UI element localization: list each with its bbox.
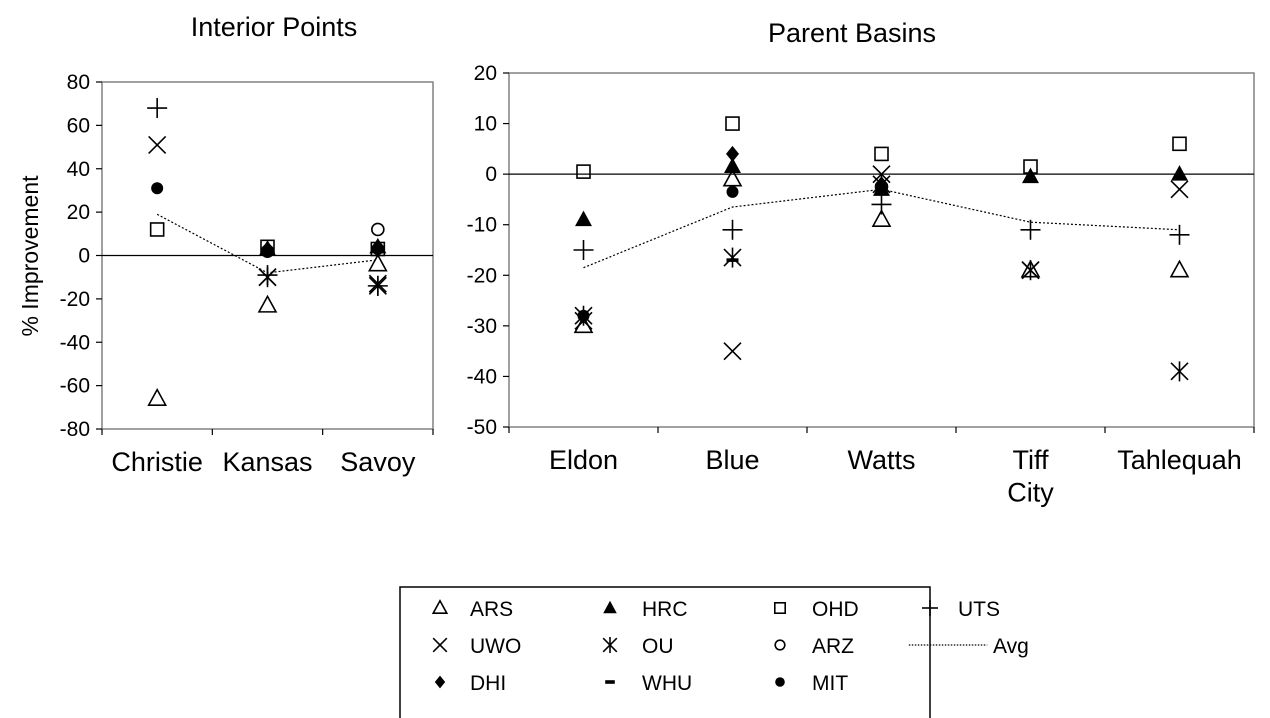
point-hrc-eldon bbox=[575, 210, 592, 227]
point-uwo-tahlequah bbox=[1170, 180, 1189, 199]
point-uts-tahlequah bbox=[1169, 224, 1190, 245]
legend-label-whu: WHU bbox=[642, 672, 692, 695]
point-ohd-watts bbox=[874, 146, 889, 162]
point-uts-christie bbox=[147, 98, 168, 119]
legend-marker-dhi bbox=[434, 675, 446, 689]
legend-label-dhi: DHI bbox=[470, 672, 506, 695]
legend-marker-ohd bbox=[773, 601, 786, 614]
x-category-label-kansas: Kansas bbox=[222, 447, 312, 477]
x-category-label-watts: Watts bbox=[847, 445, 915, 475]
point-mit-eldon bbox=[577, 309, 590, 322]
legend-label-uts: UTS bbox=[958, 598, 1000, 621]
point-ars-christie bbox=[147, 387, 168, 406]
x-category-label-tahlequah: Tahlequah bbox=[1117, 445, 1242, 475]
chart-title-interior-points: Interior Points bbox=[191, 12, 358, 42]
point-ohd-christie bbox=[149, 222, 165, 237]
point-mit-watts bbox=[875, 183, 888, 196]
chart-title-parent-basins: Parent Basins bbox=[768, 18, 936, 48]
y-axis-label: % Improvement bbox=[17, 175, 43, 337]
point-uts-blue bbox=[722, 219, 743, 240]
point-uwo-watts bbox=[872, 165, 891, 184]
point-ohd-tiff-city bbox=[1023, 159, 1038, 174]
y-tick-label: 20 bbox=[67, 201, 90, 224]
y-tick-label: 0 bbox=[485, 163, 497, 186]
y-tick-label: -50 bbox=[467, 416, 497, 439]
legend-label-avg: Avg bbox=[993, 635, 1029, 658]
x-category-label-christie: Christie bbox=[111, 447, 203, 477]
y-tick-label: 40 bbox=[67, 158, 90, 181]
y-tick-label: 60 bbox=[67, 114, 90, 137]
y-tick-label: -20 bbox=[60, 288, 90, 311]
legend-marker-ou bbox=[602, 637, 618, 653]
y-tick-label: -20 bbox=[467, 264, 497, 287]
legend-marker-whu bbox=[605, 680, 615, 684]
chart-parent-basins: Parent Basins 20 10 0 -10 -20 -30 -40 -50 Eldon B… bbox=[467, 18, 1255, 507]
point-hrc-blue bbox=[724, 157, 741, 174]
point-ars-watts bbox=[871, 208, 892, 227]
legend-marker-mit bbox=[775, 677, 785, 687]
legend-label-hrc: HRC bbox=[642, 598, 688, 621]
legend-marker-arz bbox=[774, 639, 786, 651]
x-category-label-tiff-city: Tiff City bbox=[1007, 445, 1054, 507]
legend-marker-uwo bbox=[432, 637, 448, 653]
series-line-avg bbox=[583, 188, 1180, 269]
plot-area-parent-basins bbox=[508, 72, 1255, 428]
point-ou-savoy bbox=[368, 275, 387, 296]
point-ohd-eldon bbox=[576, 164, 591, 179]
point-ars-blue bbox=[722, 168, 743, 187]
x-category-label-eldon: Eldon bbox=[549, 445, 618, 475]
y-tick-label: -40 bbox=[467, 365, 497, 388]
chart-marks-parent-basins: 20 10 0 -10 -20 -30 -40 -50 Eldon Blue Watts Tiff Ci… bbox=[467, 62, 1255, 507]
y-tick-label: -80 bbox=[60, 418, 90, 441]
legend-box bbox=[399, 586, 931, 718]
x-category-label-blue: Blue bbox=[705, 445, 759, 475]
legend-label-arz: ARZ bbox=[812, 635, 854, 658]
point-ohd-tahlequah bbox=[1172, 136, 1187, 152]
point-ou-kansas bbox=[258, 267, 277, 288]
point-uwo-blue bbox=[723, 342, 742, 361]
y-tick-label: -10 bbox=[467, 214, 497, 237]
point-mit-christie bbox=[151, 182, 164, 195]
point-whu-blue bbox=[726, 258, 739, 262]
y-tick-label: 0 bbox=[78, 245, 90, 268]
point-mit-kansas bbox=[261, 245, 274, 258]
y-tick-label: -40 bbox=[60, 331, 90, 354]
point-mit-blue bbox=[726, 185, 739, 198]
chart-interior-points: Interior Points % Improvement 80 60 40 20 0 -… bbox=[17, 12, 434, 477]
point-ou-tiff-city bbox=[1021, 260, 1040, 281]
point-uwo-christie bbox=[148, 135, 167, 154]
legend-label-ou: OU bbox=[642, 635, 674, 658]
point-uts-eldon bbox=[573, 240, 594, 260]
y-tick-label: 80 bbox=[67, 71, 90, 94]
point-ars-tahlequah bbox=[1169, 259, 1190, 278]
point-ou-blue bbox=[723, 247, 742, 268]
legend-items: ARS HRC OHD UTS UWO OU ARZ Avg DHI WHU MIT bbox=[431, 598, 1029, 695]
legend-label-uwo: UWO bbox=[470, 635, 521, 658]
point-ou-tahlequah bbox=[1170, 361, 1189, 382]
point-uts-watts bbox=[871, 194, 892, 215]
point-ars-savoy bbox=[367, 253, 388, 272]
point-arz-savoy bbox=[371, 222, 385, 237]
point-hrc-tiff-city bbox=[1022, 167, 1039, 184]
point-dhi-blue bbox=[726, 145, 739, 162]
chart-marks-interior-points: 80 60 40 20 0 -20 -40 -60 -80 Christie Kansas Savoy bbox=[60, 71, 434, 477]
legend: ARS HRC OHD UTS UWO OU ARZ Avg DHI WHU MIT bbox=[399, 586, 1029, 718]
y-tick-label: 20 bbox=[474, 62, 497, 85]
y-tick-label: 10 bbox=[474, 113, 497, 136]
y-tick-label: -30 bbox=[467, 315, 497, 338]
point-hrc-tahlequah bbox=[1171, 165, 1188, 181]
point-uts-tiff-city bbox=[1020, 219, 1041, 240]
legend-label-ohd: OHD bbox=[812, 598, 859, 621]
point-mit-savoy bbox=[371, 242, 384, 255]
x-category-label-savoy: Savoy bbox=[340, 447, 416, 477]
y-tick-label: -60 bbox=[60, 375, 90, 398]
point-ohd-blue bbox=[725, 116, 740, 131]
point-ars-kansas bbox=[257, 294, 278, 313]
legend-marker-ars bbox=[431, 599, 449, 615]
legend-marker-uts bbox=[922, 600, 938, 616]
legend-label-ars: ARS bbox=[470, 598, 513, 621]
legend-marker-hrc bbox=[603, 600, 617, 614]
legend-label-mit: MIT bbox=[812, 672, 848, 695]
